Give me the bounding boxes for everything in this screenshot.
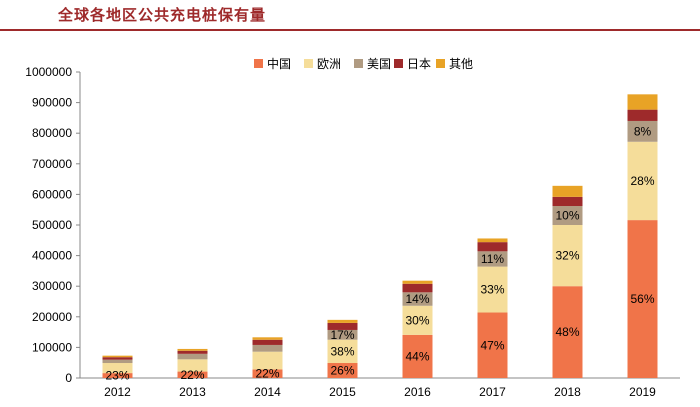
legend-swatch [394, 59, 403, 68]
chart-title: 全球各地区公共充电桩保有量 [58, 6, 267, 24]
segment-percent-label: 22% [180, 368, 204, 382]
bar-segment [402, 280, 433, 284]
y-tick-label: 0 [65, 371, 72, 385]
bar-segment [252, 351, 283, 370]
y-tick-label: 500000 [32, 218, 72, 232]
bar-segment [477, 251, 508, 267]
x-tick-label: 2013 [179, 385, 206, 399]
segment-percent-label: 23% [105, 369, 129, 383]
bar-segment [627, 141, 658, 221]
bar-segment [402, 283, 433, 293]
bar-segment [252, 339, 283, 345]
bar-segment [627, 220, 658, 378]
bar-segment [327, 329, 358, 340]
bar-segment [552, 225, 583, 287]
bar-segment [177, 353, 208, 360]
bar-segment [252, 337, 283, 340]
legend-label: 日本 [407, 57, 431, 71]
x-tick-label: 2018 [554, 385, 581, 399]
bar-segment [477, 266, 508, 313]
segment-percent-label: 22% [255, 367, 279, 381]
bar-segment [102, 373, 133, 378]
bar-segment [102, 363, 133, 374]
legend-swatch [304, 59, 313, 68]
bar-segment [552, 286, 583, 378]
bar-segment [102, 355, 133, 358]
bar-segment [552, 196, 583, 207]
bar-segment [627, 109, 658, 121]
bar-segment [477, 242, 508, 252]
x-tick-label: 2019 [629, 385, 656, 399]
segment-percent-label: 17% [330, 328, 354, 342]
legend: 中国 欧洲 美国 日本 其他 [254, 56, 473, 71]
bar-segment [102, 357, 133, 360]
bar-segment [252, 369, 283, 378]
x-tick-label: 2012 [104, 385, 131, 399]
segment-percent-label: 44% [405, 349, 429, 363]
legend-label: 欧洲 [317, 57, 341, 71]
bar-segment [477, 312, 508, 378]
segment-percent-label: 11% [481, 252, 504, 266]
segment-percent-label: 33% [480, 283, 504, 297]
legend-label: 中国 [267, 56, 291, 71]
segment-percent-label: 30% [405, 313, 429, 327]
bar-segment [552, 185, 583, 197]
segment-percent-label: 32% [555, 249, 579, 263]
bar-segment [627, 120, 658, 142]
axes: 0 100000 200000 300000 400000 500000 600000 700… [25, 65, 680, 399]
y-tick-label: 800000 [32, 126, 72, 140]
bar-segment [552, 206, 583, 225]
y-tick-label: 400000 [32, 249, 72, 263]
bars [102, 94, 658, 378]
bar-segment [327, 322, 358, 330]
legend-swatch [354, 59, 363, 68]
bar-segment [327, 363, 358, 378]
y-tick-label: 700000 [32, 157, 72, 171]
y-tick-label: 100000 [32, 340, 72, 354]
bar-segment [102, 359, 133, 364]
x-tick-label: 2016 [404, 385, 431, 399]
x-tick-label: 2014 [254, 385, 281, 399]
segment-percent-label: 8% [634, 124, 652, 138]
segment-labels: 23% 22% 22% 26% 17% 38% 44% 30% 14% 47% 33% 11% 48% 3… [105, 124, 654, 382]
bar-segment [252, 344, 283, 352]
legend-label: 其他 [449, 57, 473, 71]
segment-percent-label: 28% [630, 174, 654, 188]
bar-segment [402, 292, 433, 306]
legend-swatch [436, 59, 445, 68]
legend-label: 美国 [367, 57, 391, 71]
y-tick-label: 900000 [32, 96, 72, 110]
segment-percent-label: 56% [630, 292, 654, 306]
bar-segment [177, 350, 208, 354]
bar-segment [402, 334, 433, 378]
segment-percent-label: 48% [555, 325, 579, 339]
segment-percent-label: 14% [405, 292, 429, 306]
segment-percent-label: 47% [480, 338, 504, 352]
x-tick-label: 2015 [329, 385, 356, 399]
bar-segment [177, 359, 208, 372]
y-tick-label: 600000 [32, 187, 72, 201]
bar-segment [327, 339, 358, 364]
bar-segment [402, 305, 433, 335]
segment-percent-label: 26% [330, 364, 354, 378]
segment-percent-label: 10% [555, 209, 579, 223]
y-tick-label: 200000 [32, 310, 72, 324]
bar-segment [627, 94, 658, 110]
bar-segment [477, 238, 508, 243]
segment-percent-label: 38% [330, 344, 354, 358]
x-tick-label: 2017 [479, 385, 506, 399]
y-tick-label: 300000 [32, 279, 72, 293]
bar-segment [177, 371, 208, 378]
title-underline [0, 29, 700, 31]
bar-segment [177, 348, 208, 351]
bar-segment [327, 319, 358, 323]
legend-swatch [254, 59, 263, 68]
y-tick-label: 1000000 [25, 65, 72, 79]
